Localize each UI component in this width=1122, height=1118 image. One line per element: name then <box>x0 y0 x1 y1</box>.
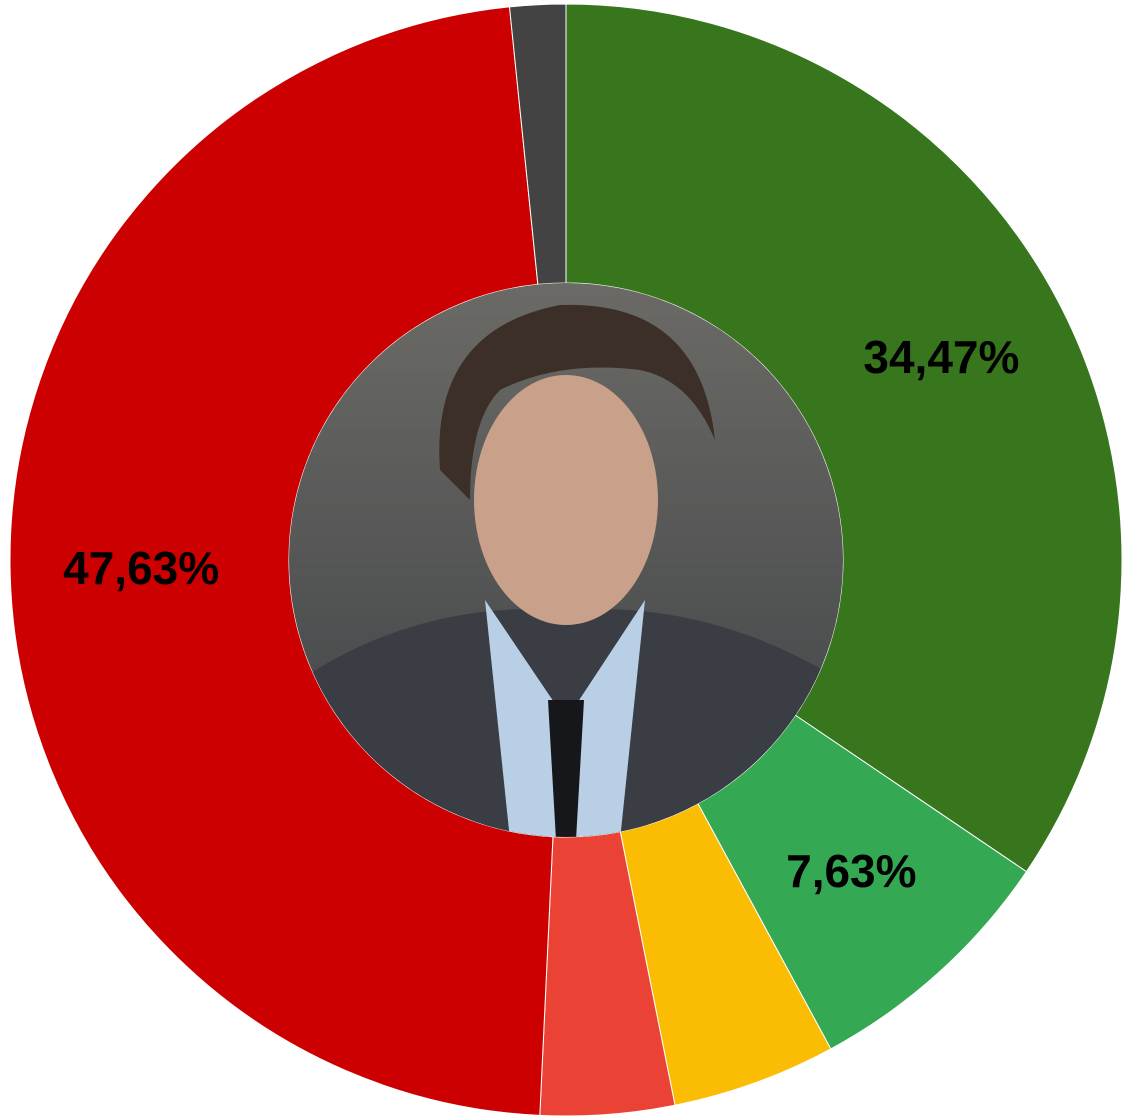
data-label: 47,63% <box>63 542 219 594</box>
data-label: 7,63% <box>786 845 916 897</box>
center-photo <box>289 283 843 837</box>
data-label: 34,47% <box>863 331 1019 383</box>
slices <box>9 3 1122 1117</box>
portrait <box>289 283 843 837</box>
